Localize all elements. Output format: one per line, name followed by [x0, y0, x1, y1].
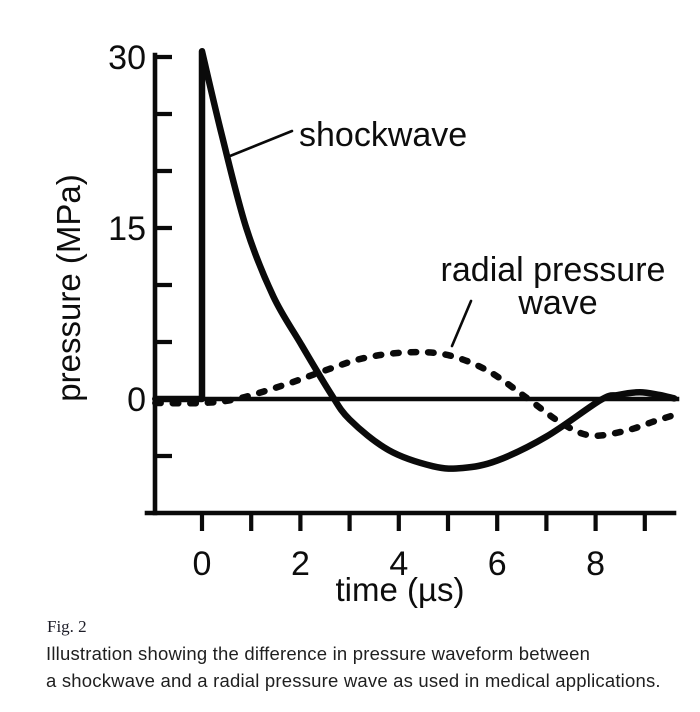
radial-wave-callout-leader-line: [450, 299, 473, 348]
shockwave-callout-leader-line: [228, 129, 294, 158]
radial-wave-curve: [152, 348, 678, 440]
radial-wave-callout-label: radial pressure: [441, 251, 666, 289]
x-axis-title: time (µs): [335, 571, 464, 608]
x-tick-label: 2: [291, 545, 310, 583]
figure-caption-line-1: Illustration showing the difference in p…: [46, 643, 591, 664]
x-tick-label: 0: [193, 545, 212, 583]
y-tick-label: 15: [108, 210, 146, 248]
shockwave-curve: [152, 48, 678, 472]
x-tick-label: 4: [389, 545, 408, 583]
y-tick-label: 30: [108, 39, 146, 77]
radial-wave-callout-label: wave: [517, 284, 597, 322]
y-axis-title: pressure (MPa): [50, 174, 87, 401]
figure-caption-line-2: a shockwave and a radial pressure wave a…: [46, 670, 661, 691]
x-tick-label: 6: [488, 545, 507, 583]
figure-number: Fig. 2: [47, 617, 87, 636]
y-tick-label: 0: [127, 381, 146, 419]
y-axis-ticks: [155, 54, 172, 459]
x-tick-label: 8: [586, 545, 605, 583]
x-axis-ticks: [199, 513, 647, 531]
shockwave-callout-label: shockwave: [299, 116, 467, 154]
tick-labels: 30 15 0 0 2 4 6 8: [108, 39, 605, 583]
